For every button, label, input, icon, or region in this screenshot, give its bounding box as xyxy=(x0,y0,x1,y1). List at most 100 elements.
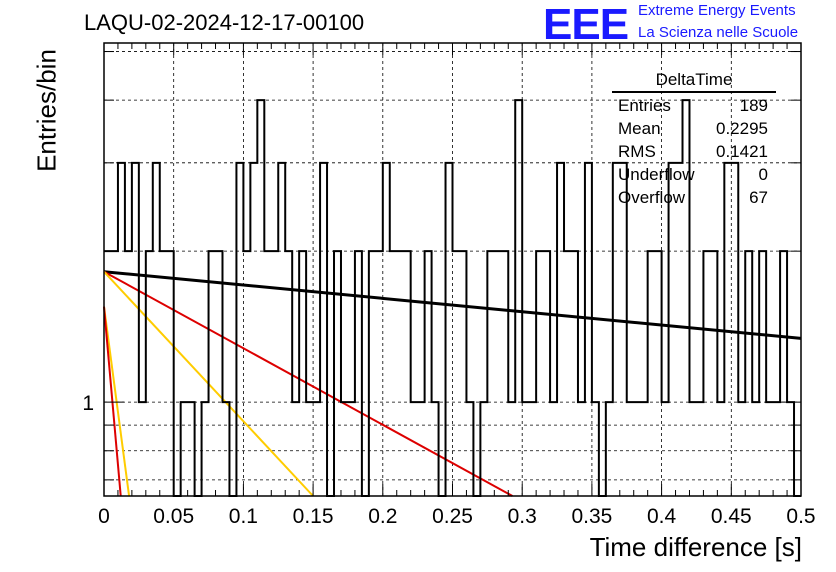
stats-label: Mean xyxy=(618,119,661,138)
histogram-bin xyxy=(641,402,648,496)
stats-title: DeltaTime xyxy=(612,70,776,93)
logo-line-2: La Scienza nelle Scuole xyxy=(638,24,799,41)
fit-lines xyxy=(103,270,802,497)
histogram-bin xyxy=(411,402,418,496)
histogram-bin xyxy=(508,402,515,496)
histogram-bin xyxy=(160,251,167,496)
histogram-bin xyxy=(111,251,118,496)
histogram-bin xyxy=(188,402,195,496)
stats-value: 67 xyxy=(749,188,768,207)
eee-logo: EEE xyxy=(543,0,629,49)
histogram-bin xyxy=(250,163,257,496)
y-tick-label: 1 xyxy=(82,392,94,415)
histogram-outline xyxy=(104,99,801,497)
histogram-bin xyxy=(585,163,592,496)
histogram-bin xyxy=(494,251,501,496)
histogram-bin xyxy=(132,163,139,496)
stats-value: 0.2295 xyxy=(716,119,768,138)
histogram-bin xyxy=(501,251,508,496)
histogram-bin xyxy=(557,163,564,496)
histogram-bin xyxy=(404,251,411,496)
run-title: LAQU-02-2024-12-17-00100 xyxy=(84,10,365,35)
histogram-bin xyxy=(425,251,432,496)
stats-value: 189 xyxy=(739,96,768,115)
histogram-bin xyxy=(432,402,439,496)
histogram-bin xyxy=(118,163,125,496)
histogram-bin xyxy=(369,251,376,496)
histogram-bin xyxy=(299,251,306,496)
histogram-bin xyxy=(306,402,313,496)
histogram-bin xyxy=(446,163,453,496)
histogram-bin xyxy=(313,402,320,496)
x-tick-label: 0.05 xyxy=(153,505,194,528)
histogram-bin xyxy=(376,251,383,496)
stats-label: Overflow xyxy=(618,188,686,207)
stats-label: Underflow xyxy=(618,165,695,184)
histogram-bin xyxy=(209,251,216,496)
stats-row-entries: Entries 189 xyxy=(612,94,776,117)
histogram-bin xyxy=(390,251,397,496)
histogram-bin xyxy=(620,163,627,496)
histogram-bin xyxy=(487,251,494,496)
stats-row-mean: Mean 0.2295 xyxy=(612,117,776,140)
histogram-bin xyxy=(453,251,460,496)
histogram-bin xyxy=(264,251,271,496)
histogram-bin xyxy=(676,163,683,496)
histogram-bin xyxy=(529,402,536,496)
fit-line xyxy=(103,270,802,340)
stats-row-rms: RMS 0.1421 xyxy=(612,140,776,163)
stats-value: 0.1421 xyxy=(716,142,768,161)
histogram-bin xyxy=(648,251,655,496)
histogram-bin xyxy=(592,402,599,496)
histogram-bin xyxy=(125,251,132,496)
histogram-bin xyxy=(104,251,111,496)
x-tick-label: 0.1 xyxy=(229,505,258,528)
histogram-bin xyxy=(278,163,285,496)
histogram-bin xyxy=(480,402,487,496)
x-tick-label: 0.5 xyxy=(786,505,815,528)
histogram-bin xyxy=(216,251,223,496)
axis-ticks: 0 0.05 0.1 0.15 0.2 0.25 0.3 0.35 0.4 0.45 0.5 1 xyxy=(82,43,816,528)
histogram-bin xyxy=(236,163,243,496)
x-axis-label: Time difference [s] xyxy=(589,532,802,562)
histogram-bin xyxy=(689,402,696,496)
histogram-bin xyxy=(153,163,160,496)
histogram-bin xyxy=(564,251,571,496)
histogram-bin xyxy=(745,251,752,496)
stats-label: Entries xyxy=(618,96,671,115)
histogram-bin xyxy=(285,251,292,496)
histogram-bin xyxy=(780,251,787,496)
histogram-bin xyxy=(383,163,390,496)
fit-line xyxy=(103,306,131,497)
histogram-bin xyxy=(606,402,613,496)
histogram-bin xyxy=(202,402,209,496)
histogram-bin xyxy=(181,402,188,496)
histogram-bin xyxy=(578,402,585,496)
histogram-bin xyxy=(759,251,766,496)
histogram-bin xyxy=(571,251,578,496)
histogram-bin xyxy=(522,402,529,496)
histogram-bin xyxy=(543,251,550,496)
histogram-bin xyxy=(738,402,745,496)
histogram-bin xyxy=(348,402,355,496)
logo-line-1: Extreme Energy Events xyxy=(638,2,796,19)
histogram-bin xyxy=(418,402,425,496)
histogram-bin xyxy=(773,402,780,496)
fit-line xyxy=(103,270,513,497)
histogram-bin xyxy=(146,251,153,496)
stats-label: RMS xyxy=(618,142,656,161)
histogram-bin xyxy=(167,251,174,496)
histogram-bin xyxy=(634,402,641,496)
histogram-bin xyxy=(696,402,703,496)
x-tick-label: 0.3 xyxy=(508,505,537,528)
histogram-bin xyxy=(613,163,620,496)
histogram-bin xyxy=(669,163,676,496)
histogram-bin xyxy=(355,251,362,496)
histogram-bin xyxy=(459,251,466,496)
x-tick-label: 0.25 xyxy=(432,505,473,528)
histogram-bin xyxy=(724,163,731,496)
stats-row-underflow: Underflow 0 xyxy=(612,163,776,186)
histogram-bin xyxy=(731,163,738,496)
histogram-bin xyxy=(257,100,264,496)
x-tick-label: 0.4 xyxy=(647,505,677,528)
